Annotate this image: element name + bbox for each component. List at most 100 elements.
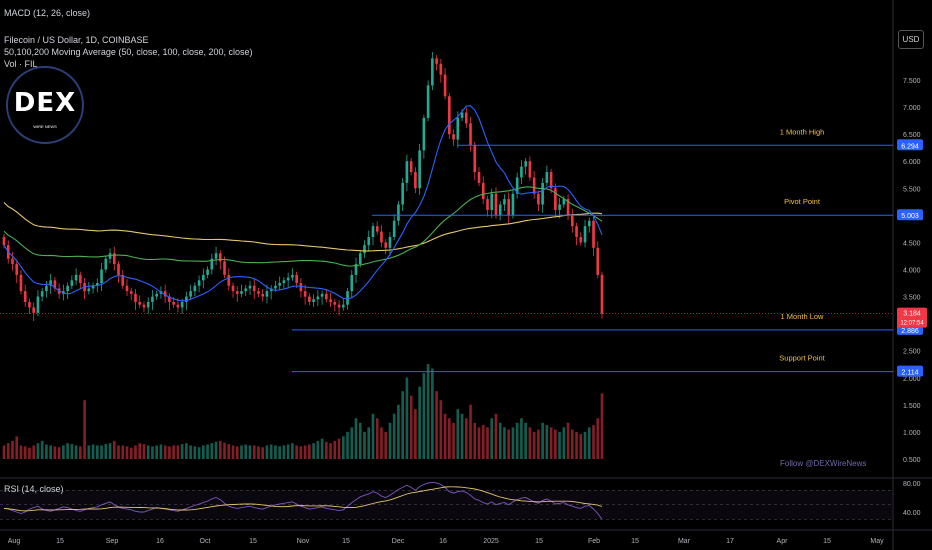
candle-body — [486, 199, 489, 210]
candle-body — [426, 85, 430, 118]
time-tick-label: 17 — [726, 538, 734, 545]
candle-body — [325, 293, 328, 300]
volume-bar — [329, 443, 332, 459]
candle-body — [299, 283, 303, 292]
volume-bar — [583, 431, 587, 459]
volume-bar — [443, 413, 447, 459]
volume-bar — [40, 440, 44, 459]
volume-bar — [524, 422, 527, 459]
volume-bar — [333, 440, 337, 459]
candle-body — [286, 277, 290, 281]
candle-body — [91, 285, 95, 289]
candle-body — [380, 231, 383, 243]
volume-bar — [79, 446, 82, 459]
volume-bar — [409, 395, 413, 459]
volume-bar — [460, 413, 464, 459]
volume-label: Vol · FIL — [4, 59, 38, 69]
candle-body — [464, 112, 468, 124]
candle-body — [592, 220, 595, 248]
volume-bar — [49, 445, 52, 459]
candle-body — [206, 269, 209, 275]
candle-body — [354, 264, 358, 275]
candle-body — [87, 288, 91, 292]
candle-body — [320, 293, 324, 297]
time-tick-label: Nov — [297, 538, 310, 545]
volume-bar — [129, 447, 133, 459]
level-price-label: 6.294 — [901, 143, 919, 150]
volume-bar — [477, 427, 481, 459]
price-tick-label: 7.500 — [903, 78, 921, 85]
candle-body — [231, 285, 235, 292]
countdown-label: 12:07:54 — [900, 321, 924, 327]
volume-bar — [278, 446, 281, 459]
volume-bar — [125, 446, 129, 459]
price-tick-label: 4.500 — [903, 240, 921, 247]
candle-body — [422, 117, 426, 151]
volume-bar — [112, 440, 116, 459]
candle-body — [562, 199, 566, 205]
volume-bar — [532, 431, 536, 459]
volume-bar — [240, 445, 243, 459]
volume-bar — [70, 444, 74, 459]
time-tick-label: 15 — [249, 538, 257, 545]
candle-body — [129, 291, 133, 294]
volume-bar — [206, 444, 209, 459]
volume-bar — [134, 445, 137, 459]
candle-body — [104, 258, 108, 270]
follow-text: Follow @DEXWireNews — [780, 459, 867, 468]
candle-body — [600, 274, 604, 314]
volume-bar — [2, 445, 6, 459]
level-price-badge — [897, 209, 923, 221]
volume-bar — [452, 422, 455, 459]
candle-body — [278, 283, 281, 286]
time-tick-label: 15 — [535, 538, 543, 545]
time-tick-label: Feb — [588, 538, 600, 545]
volume-bar — [549, 427, 553, 459]
volume-bar — [176, 445, 180, 459]
candle-body — [537, 193, 540, 205]
moving-average-label: 50,100,200 Moving Average (50, close, 10… — [4, 47, 253, 57]
candle-body — [439, 63, 443, 75]
candle-body — [498, 204, 502, 216]
volume-bar — [231, 445, 235, 459]
candle-body — [532, 177, 536, 194]
candle-body — [49, 280, 52, 286]
candle-body — [554, 188, 557, 210]
volume-bar — [218, 440, 222, 459]
price-tick-label: 6.500 — [903, 132, 921, 139]
candle-body — [541, 182, 544, 205]
level-name-label: Support Point — [779, 354, 825, 363]
volume-bar — [282, 445, 286, 459]
candle-body — [392, 220, 396, 238]
candle-body — [155, 293, 158, 297]
volume-bar — [32, 445, 36, 459]
candle-body — [257, 291, 260, 294]
candle-body — [558, 204, 561, 210]
candle-body — [456, 117, 460, 140]
volume-bar — [28, 447, 31, 459]
volume-bar — [498, 422, 502, 459]
time-tick-label: Dec — [392, 538, 405, 545]
volume-bar — [117, 445, 120, 459]
candle-body — [448, 96, 451, 135]
volume-bar — [528, 427, 532, 459]
volume-bar — [62, 445, 65, 459]
candle-body — [172, 301, 175, 305]
candle-body — [401, 182, 404, 205]
candle-body — [202, 274, 205, 281]
candle-body — [346, 291, 349, 305]
volume-bar — [312, 443, 315, 459]
volume-bar — [185, 443, 188, 459]
candle-body — [405, 161, 409, 183]
time-tick-label: Aug — [8, 538, 21, 545]
volume-bar — [541, 422, 544, 459]
volume-bar — [227, 444, 231, 459]
volume-bar — [189, 445, 192, 459]
candle-body — [214, 253, 218, 259]
level-price-label: 2.886 — [901, 328, 919, 335]
volume-bar — [439, 400, 443, 459]
currency-button[interactable]: USD — [898, 30, 924, 49]
candle-body — [528, 161, 532, 178]
